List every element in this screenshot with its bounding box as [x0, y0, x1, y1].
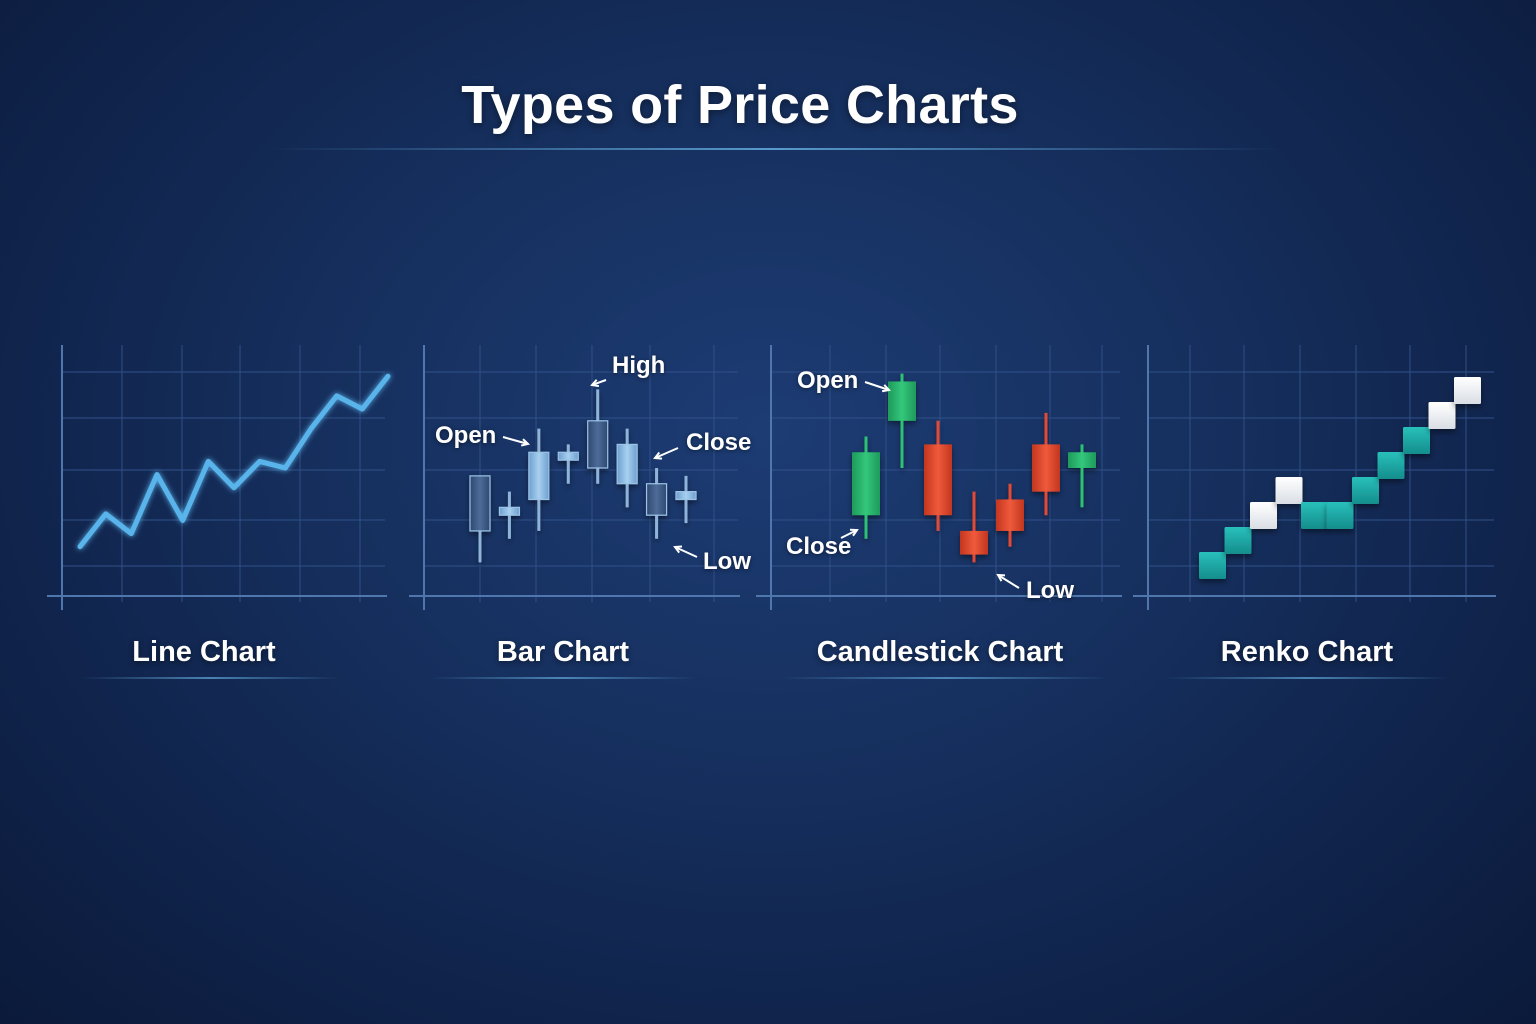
bar-chart-title: Bar Chart — [496, 636, 630, 668]
title-underline — [270, 148, 1280, 150]
candle-annotation-close: Close — [786, 533, 852, 560]
line-chart-title: Line Chart — [132, 636, 276, 668]
renko-brick — [1199, 552, 1226, 579]
ohlc-body — [469, 475, 491, 532]
bar-close-arrow — [653, 447, 679, 460]
line-point — [182, 519, 184, 521]
line-chart-title-underline — [80, 677, 340, 679]
candle-up — [852, 436, 880, 539]
renko-brick — [1377, 452, 1405, 479]
candle-body — [924, 444, 952, 516]
ohlc-body — [587, 420, 609, 469]
candle-down — [960, 491, 988, 563]
arrow-shaft — [502, 436, 529, 445]
line-point — [79, 546, 81, 548]
candle-close-arrow — [840, 528, 859, 539]
arrow-shaft — [864, 381, 890, 391]
renko-brick — [1224, 527, 1252, 554]
candle-up — [1068, 444, 1096, 508]
line-point — [284, 467, 286, 469]
renko-brick — [1301, 502, 1328, 529]
candle-down — [996, 483, 1024, 547]
candle-up — [888, 373, 916, 468]
line-series — [77, 373, 391, 550]
annotation-arrows — [502, 379, 1020, 589]
candle-body — [996, 499, 1024, 531]
ohlc-bar — [498, 491, 521, 539]
bar-low-arrow — [673, 545, 698, 558]
line-point — [130, 533, 132, 535]
ohlc-body — [675, 491, 697, 501]
candle-body — [1068, 452, 1096, 468]
renko-brick — [1250, 502, 1277, 529]
renko-brick — [1352, 477, 1379, 504]
line-point — [310, 428, 312, 430]
marks-layer — [77, 373, 1481, 579]
arrow-head — [520, 438, 531, 447]
line-point — [387, 375, 389, 377]
bar-chart-title-underline — [430, 677, 695, 679]
candle-annotation-open: Open — [797, 367, 859, 394]
arrow-shaft — [654, 447, 679, 459]
renko-brick — [1428, 402, 1456, 429]
candle-down — [924, 420, 952, 531]
arrow-shaft — [674, 546, 698, 558]
ohlc-bar — [469, 475, 491, 563]
ohlc-body — [616, 443, 638, 485]
line-point — [361, 408, 363, 410]
candle-down — [1032, 412, 1060, 516]
ohlc-bar — [645, 468, 668, 539]
bar-open-arrow — [502, 436, 531, 447]
candle-body — [960, 530, 988, 555]
line-point — [105, 513, 107, 515]
ohlc-bar — [528, 428, 550, 531]
line-point — [156, 474, 158, 476]
arrow-shaft — [997, 574, 1020, 589]
arrow-head — [590, 379, 600, 388]
arrow-head — [881, 384, 891, 393]
arrow-head — [673, 545, 683, 554]
page-title: Types of Price Charts — [461, 75, 1019, 135]
candle-body — [852, 452, 880, 516]
line-point — [207, 460, 209, 462]
candle-body — [888, 381, 916, 421]
candle-open-arrow — [864, 381, 891, 393]
candle-annotation-low: Low — [1026, 577, 1074, 604]
panel-2-grid — [409, 345, 740, 610]
ohlc-body — [557, 451, 579, 461]
ohlc-bar — [675, 475, 697, 524]
renko-brick — [1275, 477, 1303, 504]
arrow-head — [653, 451, 663, 460]
arrow-head — [996, 573, 1006, 582]
ohlc-bar — [587, 389, 609, 484]
panel-4-grid — [1133, 345, 1496, 610]
line-point — [336, 395, 338, 397]
renko-brick — [1403, 427, 1430, 454]
bar-annotation-low: Low — [703, 548, 751, 575]
candlestick-chart-title-underline — [780, 677, 1110, 679]
bar-annotation-open: Open — [435, 422, 497, 449]
panel-1-grid — [47, 345, 387, 610]
bar-high-arrow — [590, 379, 607, 388]
line-point — [233, 487, 235, 489]
line-point — [259, 460, 261, 462]
ohlc-bar — [616, 428, 638, 508]
ohlc-body — [498, 506, 521, 516]
renko-brick — [1326, 502, 1354, 529]
candle-body — [1032, 444, 1060, 492]
renko-chart-title-underline — [1165, 677, 1450, 679]
renko-chart-title: Renko Chart — [1220, 636, 1394, 668]
candle-low-arrow — [996, 573, 1020, 589]
renko-brick — [1454, 377, 1481, 404]
bar-annotation-high: High — [612, 352, 666, 379]
candlestick-chart-title: Candlestick Chart — [816, 636, 1064, 668]
bar-annotation-close: Close — [686, 429, 752, 456]
arrow-shaft — [840, 529, 858, 539]
ohlc-bar — [557, 444, 579, 484]
arrow-shaft — [591, 379, 607, 386]
ohlc-body — [528, 451, 550, 501]
arrow-head — [849, 528, 859, 537]
ohlc-body — [645, 483, 668, 516]
